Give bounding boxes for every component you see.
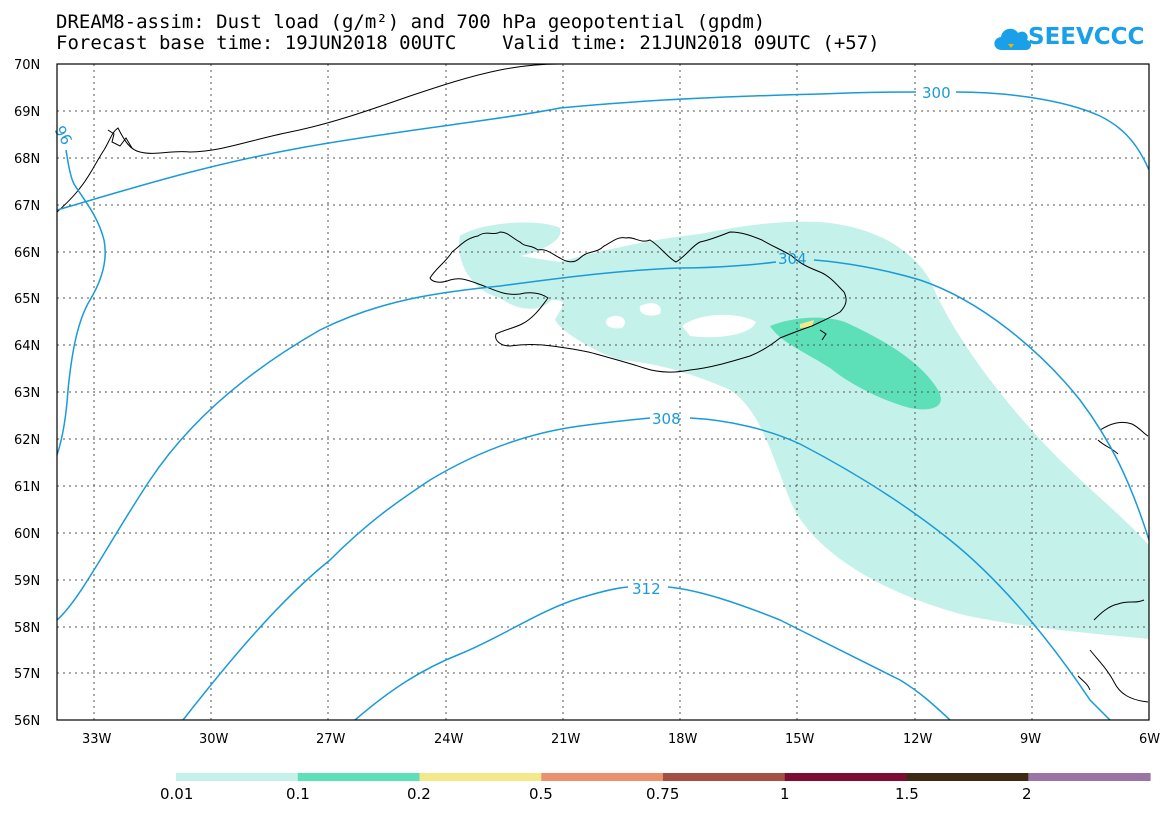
colorbar-segment (663, 773, 786, 781)
map-title-line2: Forecast base time: 19JUN2018 00UTC Vali… (56, 32, 880, 54)
colorbar-segment (1028, 773, 1151, 781)
lat-label: 60N (14, 527, 40, 542)
map-frame (56, 63, 1150, 721)
lat-label: 68N (14, 152, 40, 167)
lon-label: 24W (434, 732, 464, 747)
contour-300 (57, 91, 1149, 211)
contour-label-308: 308 (652, 410, 681, 428)
lon-label: 30W (199, 732, 229, 747)
lon-label: 27W (316, 732, 346, 747)
colorbar-label: 0.01 (160, 785, 193, 803)
lat-label: 66N (14, 246, 40, 261)
lat-label: 56N (14, 714, 40, 729)
colorbar-labels: 0.01 0.1 0.2 0.5 0.75 1 1.5 2 (160, 785, 1032, 803)
latitude-labels: 70N 69N 68N 67N 66N 65N 64N 63N 62N 61N … (14, 58, 40, 729)
colorbar-label: 0.2 (407, 785, 431, 803)
colorbar-segment (784, 773, 908, 781)
geopotential-contours (57, 91, 1149, 720)
lon-label: 18W (668, 732, 698, 747)
lat-label: 65N (14, 292, 40, 307)
lat-label: 69N (14, 105, 40, 120)
colorbar-label: 2 (1022, 785, 1032, 803)
colorbar-segment (541, 773, 664, 781)
lon-label: 9W (1020, 732, 1041, 747)
contour-label-312: 312 (632, 580, 661, 598)
lat-label: 64N (14, 339, 40, 354)
lon-label: 33W (82, 732, 112, 747)
lat-label: 67N (14, 199, 40, 214)
colorbar-label: 0.1 (286, 785, 310, 803)
lon-label: 21W (551, 732, 581, 747)
contour-label-304: 304 (778, 250, 807, 268)
colorbar (176, 773, 1151, 781)
colorbar-segment (906, 773, 1029, 781)
seevccc-logo-text: SEEVCCC (1028, 24, 1145, 50)
colorbar-label: 1 (780, 785, 790, 803)
lat-label: 70N (14, 58, 40, 73)
map-title-line1: DREAM8-assim: Dust load (g/m²) and 700 h… (56, 11, 766, 33)
colorbar-label: 0.75 (646, 785, 679, 803)
cloud-icon (994, 28, 1032, 50)
colorbar-label: 1.5 (895, 785, 919, 803)
lat-label: 58N (14, 621, 40, 636)
dust-area-0.01 (459, 221, 1149, 639)
contour-304 (57, 259, 1149, 621)
lon-label: 12W (903, 732, 933, 747)
contour-312 (354, 586, 951, 720)
longitude-labels: 33W 30W 27W 24W 21W 18W 15W 12W 9W 6W (82, 732, 1160, 747)
contour-308 (182, 417, 1111, 720)
lat-label: 59N (14, 574, 40, 589)
coastlines (57, 64, 1149, 703)
lat-label: 63N (14, 386, 40, 401)
lat-label: 62N (14, 433, 40, 448)
lon-label: 15W (785, 732, 815, 747)
lat-label: 61N (14, 480, 40, 495)
dust-area-0.1 (770, 317, 941, 410)
contour-296 (57, 149, 106, 456)
contour-label-300: 300 (922, 84, 951, 102)
colorbar-label: 0.5 (529, 785, 553, 803)
map-plot-area (57, 64, 1149, 720)
colorbar-segment (419, 773, 542, 781)
lon-label: 6W (1139, 732, 1160, 747)
map-gridlines (57, 64, 1149, 720)
contour-label-296: 96 (51, 123, 76, 149)
colorbar-segment (297, 773, 421, 781)
colorbar-segment (176, 773, 299, 781)
lat-label: 57N (14, 667, 40, 682)
